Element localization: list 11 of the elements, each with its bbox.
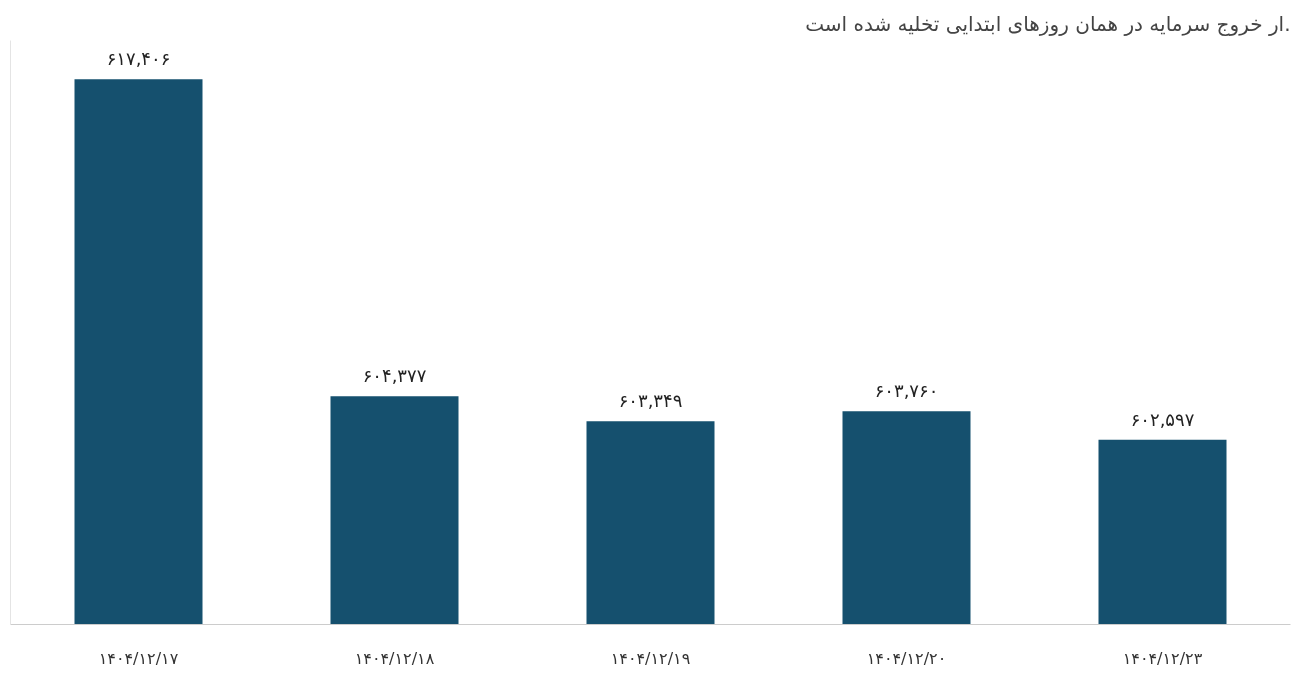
x-tick-label: ۱۴۰۴/۱۲/۱۸ (354, 648, 435, 668)
data-label: ۶۰۴,۳۷۷ (362, 365, 427, 387)
data-label: ۶۱۷,۴۰۶ (106, 48, 171, 70)
x-tick-label: ۱۴۰۴/۱۲/۲۳ (1122, 648, 1203, 668)
x-tick-label: ۱۴۰۴/۱۲/۱۹ (610, 648, 691, 668)
data-label: ۶۰۲,۵۹۷ (1130, 408, 1195, 430)
data-label: ۶۰۳,۷۶۰ (874, 380, 939, 402)
chart-title: ار خروج سرمایه در همان روزهای ابتدایی تخلیه شده است. (805, 11, 1291, 36)
x-tick-label: ۱۴۰۴/۱۲/۱۷ (98, 648, 179, 668)
x-tick-label: ۱۴۰۴/۱۲/۲۰ (866, 648, 947, 668)
data-label: ۶۰۳,۳۴۹ (618, 390, 683, 412)
